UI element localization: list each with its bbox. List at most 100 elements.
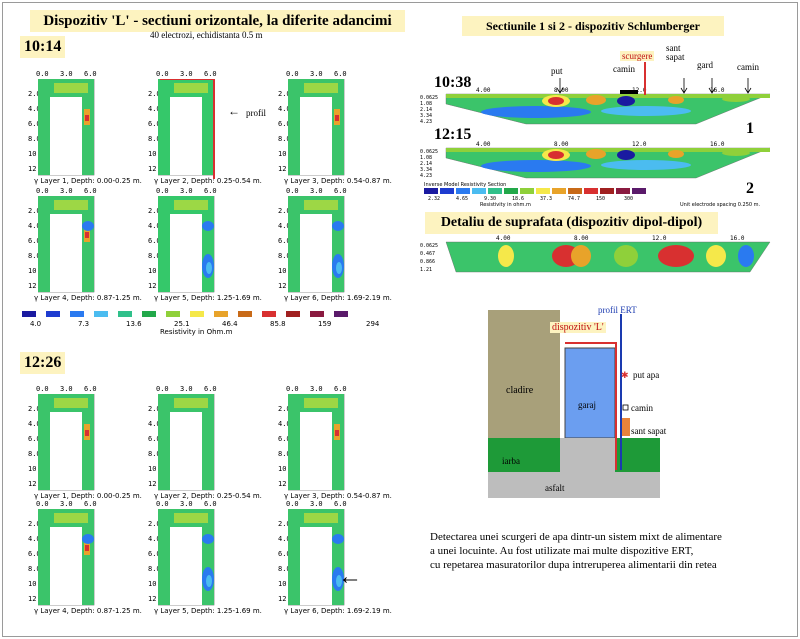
layer-caption: γ Layer 5, Depth: 1.25-1.69 m. xyxy=(154,607,262,615)
axis-tick-y: 12 xyxy=(278,282,287,290)
camin-marker xyxy=(620,90,638,94)
slice-interior xyxy=(50,412,82,490)
axis-tick-x: 0.0 xyxy=(286,187,299,195)
inverse-swatch xyxy=(456,188,470,194)
dipol-anomaly xyxy=(498,245,514,267)
label-scurgere: scurgere xyxy=(620,51,655,61)
axis-tick-y: 6.0 xyxy=(148,550,161,558)
axis-tick-y: 6.0 xyxy=(28,120,41,128)
axis-tick-y: 12 xyxy=(148,165,157,173)
axis-tick-y: 2.0 xyxy=(28,90,41,98)
axis-tick-y: 10 xyxy=(278,465,287,473)
scale-swatch xyxy=(46,311,60,317)
slice-anomaly xyxy=(54,83,88,93)
section-1-anomaly xyxy=(601,106,691,116)
axis-tick-y: 8.0 xyxy=(28,135,41,143)
garage-block xyxy=(564,347,616,439)
axis-tick-y: 12 xyxy=(278,480,287,488)
axis-tick-y: 12 xyxy=(278,165,287,173)
scale-swatch xyxy=(166,311,180,317)
scale-label: 85.8 xyxy=(270,320,286,328)
pointer-arrow-icon xyxy=(744,78,752,94)
axis-tick-x: 6.0 xyxy=(334,187,347,195)
slice-panel: 0.0 3.0 6.0 2.0 4.0 6.0 8.0 10 12 γ Layer 5, Dept… xyxy=(148,187,262,302)
axis-tick-y: 12 xyxy=(28,282,37,290)
inverse-swatch xyxy=(600,188,614,194)
label-sant-sapat: sant sapat xyxy=(666,43,685,62)
axis-tick-y: 6.0 xyxy=(148,120,161,128)
scale-label: 13.6 xyxy=(126,320,142,328)
section-2-surface xyxy=(446,148,770,152)
slice-anomaly xyxy=(85,232,89,238)
slice-panel: 0.0 3.0 6.0 2.0 4.0 6.0 8.0 10 12 γ Layer 3, Dept… xyxy=(278,385,392,500)
inverse-spacing: Unit electrode spacing 0.250 m. xyxy=(680,202,761,208)
axis-tick-y: 8.0 xyxy=(28,565,41,573)
slice-anomaly xyxy=(332,534,344,544)
label-dispozitiv: dispozitiv 'L' xyxy=(550,322,606,333)
axis-tick-x: 0.0 xyxy=(36,70,49,78)
section-1-anomaly xyxy=(586,95,606,105)
axis-tick-y: 10 xyxy=(278,580,287,588)
section-tick-x: 4.00 xyxy=(476,87,491,94)
axis-tick-x: 6.0 xyxy=(204,500,217,508)
section-tick-y: 1.08 xyxy=(420,155,432,161)
axis-tick-y: 10 xyxy=(28,465,37,473)
axis-tick-y: 8.0 xyxy=(148,135,161,143)
slice-map xyxy=(288,79,345,176)
section-tick-x: 8.00 xyxy=(554,141,569,148)
dipol-tick-y: 1.21 xyxy=(420,267,432,273)
layer-caption: γ Layer 4, Depth: 0.87-1.25 m. xyxy=(34,294,142,302)
label-iarba: iarba xyxy=(502,456,520,466)
axis-tick-x: 3.0 xyxy=(60,70,73,78)
axis-tick-x: 0.0 xyxy=(156,70,169,78)
axis-tick-y: 10 xyxy=(148,465,157,473)
inverse-swatch xyxy=(472,188,486,194)
slice-anomaly xyxy=(304,513,338,523)
page-title: Dispozitiv 'L' - sectiuni orizontale, la… xyxy=(30,10,405,32)
dipol-anomaly xyxy=(738,245,754,267)
inverse-scale-label: 4.65 xyxy=(456,196,468,202)
axis-tick-x: 3.0 xyxy=(310,187,323,195)
axis-tick-y: 8.0 xyxy=(148,252,161,260)
axis-tick-y: 12 xyxy=(148,595,157,603)
axis-tick-y: 2.0 xyxy=(28,207,41,215)
section-2-anomaly xyxy=(548,151,564,159)
label-sant-sapat-schematic: sant sapat xyxy=(631,426,667,436)
dipol-anomaly xyxy=(614,245,638,267)
axis-tick-y: 8.0 xyxy=(148,565,161,573)
time-label-3: 10:38 xyxy=(434,74,472,91)
inverse-scale-label: 9.30 xyxy=(484,196,496,202)
axis-tick-y: 4.0 xyxy=(28,222,41,230)
dipol-tick-y: 0.866 xyxy=(420,259,435,265)
trench-block xyxy=(622,418,630,436)
scale-caption: Resistivity in Ohm.m xyxy=(160,328,233,336)
scale-label: 46.4 xyxy=(222,320,238,328)
axis-tick-x: 3.0 xyxy=(180,500,193,508)
slice-interior xyxy=(50,527,82,605)
slice-interior xyxy=(50,214,82,292)
layer-caption: γ Layer 2, Depth: 0.25-0.54 m. xyxy=(154,177,262,185)
section-1-surface xyxy=(446,94,770,98)
axis-tick-y: 10 xyxy=(28,580,37,588)
layer-caption: γ Layer 3, Depth: 0.54-0.87 m. xyxy=(284,177,392,185)
inverse-scale-label: 150 xyxy=(596,196,605,202)
label-gard: gard xyxy=(697,60,713,70)
slice-interior xyxy=(170,214,202,292)
axis-tick-y: 10 xyxy=(148,267,157,275)
slice-fill xyxy=(158,394,214,490)
label-cladire: cladire xyxy=(506,385,534,396)
section-tick-y: 3.34 xyxy=(420,167,432,173)
dipol-tick-x: 4.00 xyxy=(496,235,511,242)
slice-fill xyxy=(158,509,214,605)
dipol-anomaly xyxy=(571,245,591,267)
section-tick-x: 12.0 xyxy=(632,87,647,94)
scale-swatch xyxy=(190,311,204,317)
camin-square xyxy=(622,404,629,411)
dipol-tick-y: 0.467 xyxy=(420,251,435,257)
axis-tick-x: 0.0 xyxy=(156,500,169,508)
inverse-scale-label: 74.7 xyxy=(568,196,580,202)
axis-tick-y: 10 xyxy=(148,580,157,588)
section-2-anomaly xyxy=(722,150,750,156)
